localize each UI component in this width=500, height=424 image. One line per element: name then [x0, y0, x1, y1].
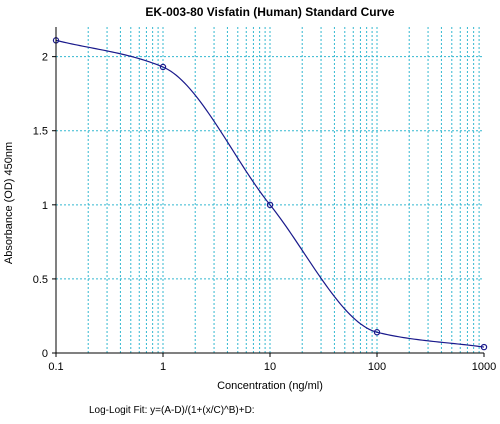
y-tick-labels: 0 0.5 1 1.5 2: [33, 52, 56, 360]
y-axis-label: Absorbance (OD) 450nm: [3, 142, 15, 264]
y-tick-label: 1: [42, 200, 48, 212]
data-point: [373, 329, 381, 336]
y-tick-label: 1.5: [33, 126, 48, 138]
data-point: [266, 201, 274, 209]
x-axis-label: Concentration (ng/ml): [217, 380, 323, 392]
data-point: [159, 63, 167, 71]
x-tick-label: 1000: [472, 361, 496, 373]
y-tick-label: 2: [42, 52, 48, 64]
x-tick-labels: 0.1 1 10 100 1000: [48, 353, 496, 373]
data-point: [480, 343, 488, 351]
y-tick-label: 0: [42, 348, 48, 360]
y-tick-label: 0.5: [33, 274, 48, 286]
x-tick-label: 10: [264, 361, 276, 373]
x-tick-label: 1: [160, 361, 166, 373]
chart-title: EK-003-80 Visfatin (Human) Standard Curv…: [145, 5, 395, 19]
x-tick-label: 100: [368, 361, 386, 373]
x-tick-label: 0.1: [48, 361, 63, 373]
fit-curve-line: [55, 39, 485, 348]
fit-formula-label: Log-Logit Fit: y=(A-D)/(1+(x/C)^B)+D:: [89, 405, 255, 416]
fit-curve: [55, 39, 485, 348]
